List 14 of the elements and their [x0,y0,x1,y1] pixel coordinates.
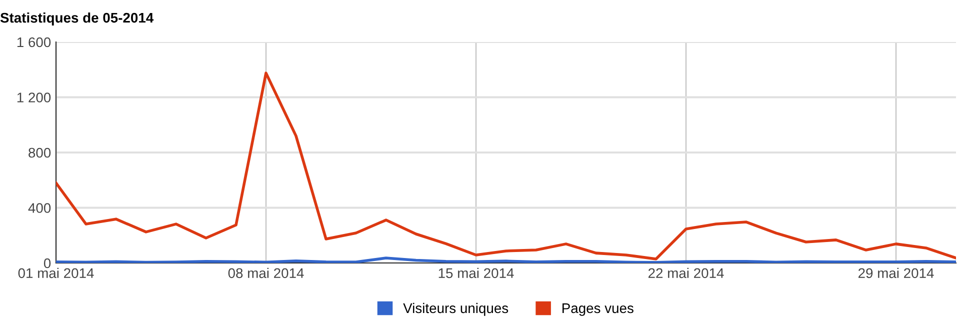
y-tick-label: 800 [28,148,51,158]
legend-label: Visiteurs uniques [403,302,508,316]
chart-title: Statistiques de 05-2014 [0,12,154,26]
y-tick-label: 1 600 [17,37,51,48]
y-tick-label: 1 200 [17,92,51,102]
x-tick-label: 22 mai 2014 [648,268,724,278]
y-tick-label: 400 [28,203,51,213]
y-tick-label: 0 [44,258,51,268]
x-tick-label: 08 mai 2014 [228,268,304,278]
x-tick-label: 29 mai 2014 [858,268,934,278]
line-series [56,72,956,260]
x-tick-label: 01 mai 2014 [18,268,94,278]
legend-label: Pages vues [562,303,634,316]
x-tick-label: 15 mai 2014 [438,268,514,278]
